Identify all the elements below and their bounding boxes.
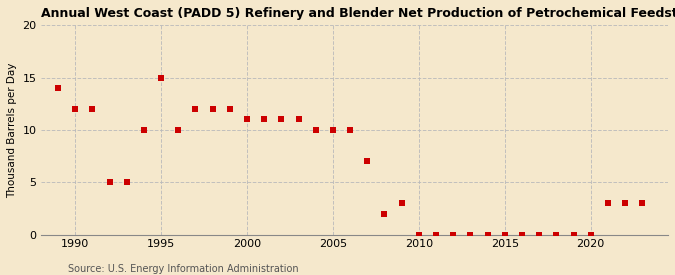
Point [173, 128, 184, 132]
Point [207, 107, 218, 111]
Point [516, 232, 527, 237]
Point [53, 86, 63, 90]
Point [242, 117, 252, 122]
Point [362, 159, 373, 164]
Point [70, 107, 80, 111]
Point [448, 232, 458, 237]
Point [276, 117, 287, 122]
Point [620, 201, 630, 205]
Text: Source: U.S. Energy Information Administration: Source: U.S. Energy Information Administ… [68, 264, 298, 274]
Point [637, 201, 648, 205]
Point [138, 128, 149, 132]
Point [379, 211, 390, 216]
Point [396, 201, 407, 205]
Point [190, 107, 201, 111]
Point [568, 232, 579, 237]
Point [310, 128, 321, 132]
Point [551, 232, 562, 237]
Point [585, 232, 596, 237]
Point [224, 107, 235, 111]
Point [500, 232, 510, 237]
Point [345, 128, 356, 132]
Text: Annual West Coast (PADD 5) Refinery and Blender Net Production of Petrochemical : Annual West Coast (PADD 5) Refinery and … [40, 7, 675, 20]
Y-axis label: Thousand Barrels per Day: Thousand Barrels per Day [7, 62, 17, 198]
Point [431, 232, 441, 237]
Point [87, 107, 98, 111]
Point [156, 75, 167, 80]
Point [482, 232, 493, 237]
Point [414, 232, 425, 237]
Point [534, 232, 545, 237]
Point [259, 117, 269, 122]
Point [122, 180, 132, 185]
Point [603, 201, 614, 205]
Point [465, 232, 476, 237]
Point [327, 128, 338, 132]
Point [293, 117, 304, 122]
Point [104, 180, 115, 185]
